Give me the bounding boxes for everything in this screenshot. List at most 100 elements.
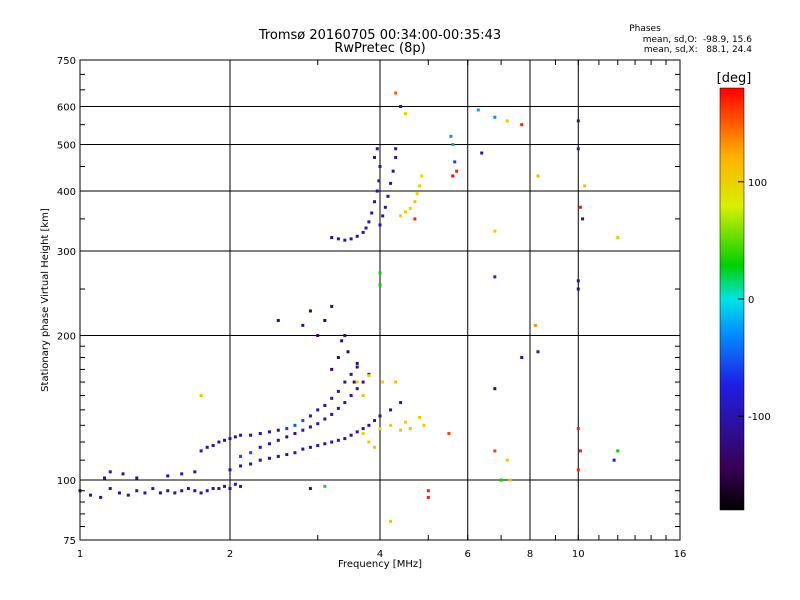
data-point	[399, 214, 403, 218]
data-point	[103, 476, 107, 480]
data-point	[493, 275, 497, 279]
data-point	[308, 487, 312, 491]
data-point	[381, 380, 385, 384]
data-point	[576, 279, 580, 283]
data-point	[89, 493, 93, 497]
data-point	[361, 380, 365, 384]
data-point	[276, 318, 280, 322]
data-point	[394, 147, 398, 151]
data-point	[239, 433, 243, 437]
data-point	[476, 108, 480, 112]
data-point	[285, 435, 289, 439]
data-point	[447, 432, 451, 436]
x-tick-label: 10	[572, 549, 585, 560]
data-point	[616, 449, 620, 453]
data-point	[355, 430, 359, 434]
data-point	[330, 304, 334, 308]
data-point	[336, 355, 340, 359]
data-point	[323, 484, 327, 488]
data-point	[258, 458, 262, 462]
data-point	[180, 472, 184, 476]
data-point	[211, 444, 215, 448]
data-point	[373, 445, 377, 449]
data-point	[352, 380, 356, 384]
data-point	[493, 387, 497, 391]
x-tick-label: 4	[377, 549, 383, 560]
y-tick-label: 750	[57, 56, 76, 67]
data-point	[415, 192, 419, 196]
data-point	[417, 415, 421, 419]
data-point	[378, 427, 382, 431]
data-point	[276, 454, 280, 458]
data-point	[293, 451, 297, 455]
data-point	[578, 449, 582, 453]
data-point	[373, 419, 377, 423]
data-point	[378, 223, 382, 227]
data-point	[249, 433, 253, 437]
data-point	[336, 389, 340, 393]
data-point	[233, 482, 237, 486]
data-point	[451, 143, 455, 147]
colorbar-tick-label: 100	[748, 178, 767, 189]
data-point	[301, 447, 305, 451]
data-point	[493, 229, 497, 233]
data-point	[293, 423, 297, 427]
colorbar-tick-label: 0	[748, 295, 754, 306]
colorbar-tick-label: -100	[748, 412, 771, 423]
data-point	[536, 350, 540, 354]
y-axis: 75 100 200 300 400 500 600 750	[57, 56, 680, 547]
data-point	[330, 412, 334, 416]
data-point	[143, 491, 147, 495]
data-point	[316, 444, 320, 448]
data-point	[367, 440, 371, 444]
data-point	[375, 189, 379, 193]
data-point	[367, 423, 371, 427]
data-point	[166, 474, 170, 478]
data-point	[239, 464, 243, 468]
data-point	[505, 119, 509, 123]
x-axis: 1 2 4 6 8 10 16	[77, 60, 686, 560]
data-point	[267, 456, 271, 460]
data-point	[583, 184, 587, 188]
stats-line-o: mean, sd,O: -98.9, 15.6	[643, 35, 753, 45]
data-point	[117, 491, 121, 495]
data-point	[267, 430, 271, 434]
data-point	[417, 184, 421, 188]
data-point	[308, 309, 312, 313]
data-point	[480, 151, 484, 155]
data-point	[453, 160, 457, 164]
data-point	[217, 487, 221, 491]
data-point	[233, 435, 237, 439]
data-point	[389, 181, 393, 185]
data-point	[612, 458, 616, 462]
data-point	[343, 238, 347, 242]
data-point	[285, 453, 289, 457]
data-point	[336, 438, 340, 442]
data-point	[383, 205, 387, 209]
data-point	[223, 484, 227, 488]
data-point	[367, 374, 371, 378]
stats-line-x: mean, sd,X: 88.1, 24.4	[644, 45, 752, 55]
data-point	[508, 478, 512, 482]
data-point	[151, 487, 155, 491]
data-point	[449, 134, 453, 138]
colorbar-ticks: 100 0 -100	[738, 178, 771, 423]
data-point	[408, 206, 412, 210]
data-point	[361, 230, 365, 234]
data-point	[166, 489, 170, 493]
data-point	[616, 236, 620, 240]
data-point	[330, 367, 334, 371]
data-points	[78, 91, 620, 523]
data-point	[426, 495, 430, 499]
data-point	[422, 423, 426, 427]
data-point	[323, 442, 327, 446]
data-point	[378, 283, 382, 287]
data-point	[426, 489, 430, 493]
data-point	[413, 200, 417, 204]
data-point	[403, 210, 407, 214]
data-point	[258, 445, 262, 449]
data-point	[126, 493, 130, 497]
data-point	[323, 417, 327, 421]
data-point	[349, 237, 353, 241]
